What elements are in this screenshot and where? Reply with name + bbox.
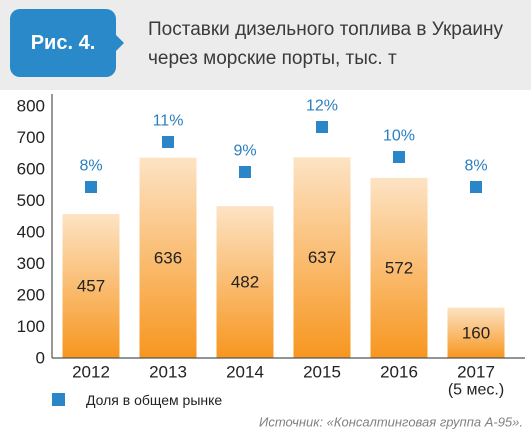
legend-label: Доля в общем рынке [86,392,222,408]
share-label: 10% [383,128,415,145]
bar [447,307,505,358]
bar [370,177,428,358]
share-label: 8% [464,158,487,175]
figure-label: Рис. 4. [10,9,124,77]
bar [293,157,351,358]
share-marker [85,181,97,193]
y-tick-label: 400 [17,223,45,242]
x-tick-label: 2016 [380,363,418,382]
chart-title-line: через морские порты, тыс. т [148,48,397,69]
share-marker [470,181,482,193]
bar-value-label: 457 [77,277,105,296]
y-tick-label: 300 [17,254,45,273]
share-label: 8% [79,158,102,175]
share-marker [316,121,328,133]
bar [216,206,274,358]
bar [139,157,197,358]
bar-value-label: 160 [462,323,490,342]
chart-title: Поставки дизельного топлива в Украину че… [148,15,528,73]
y-tick-label: 700 [17,128,45,147]
y-tick-label: 800 [17,97,45,116]
share-marker [393,151,405,163]
x-tick-label: 2017 [457,363,495,382]
bar-value-label: 637 [308,248,336,267]
share-marker [239,166,251,178]
share-label: 12% [306,98,338,115]
legend-marker [52,393,65,406]
bar-value-label: 636 [154,248,182,267]
y-tick-label: 0 [36,349,45,368]
share-label: 9% [233,143,256,160]
y-tick-label: 200 [17,286,45,305]
x-tick-label: 2015 [303,363,341,382]
bar-value-label: 572 [385,258,413,277]
x-tick-label: 2013 [149,363,187,382]
bar [62,214,120,358]
chart-title-line: Поставки дизельного топлива в Украину [148,19,504,40]
share-marker [162,136,174,148]
share-label: 11% [153,113,184,130]
source-note: Источник: «Консалтинговая группа А-95». [259,415,523,430]
bar-value-label: 482 [231,273,259,292]
x-tick-label: 2012 [72,363,110,382]
x-tick-label: 2014 [226,363,264,382]
y-tick-label: 500 [17,191,45,210]
x-tick-sublabel: (5 мес.) [448,382,504,399]
y-tick-label: 100 [17,317,45,336]
y-tick-label: 600 [17,160,45,179]
